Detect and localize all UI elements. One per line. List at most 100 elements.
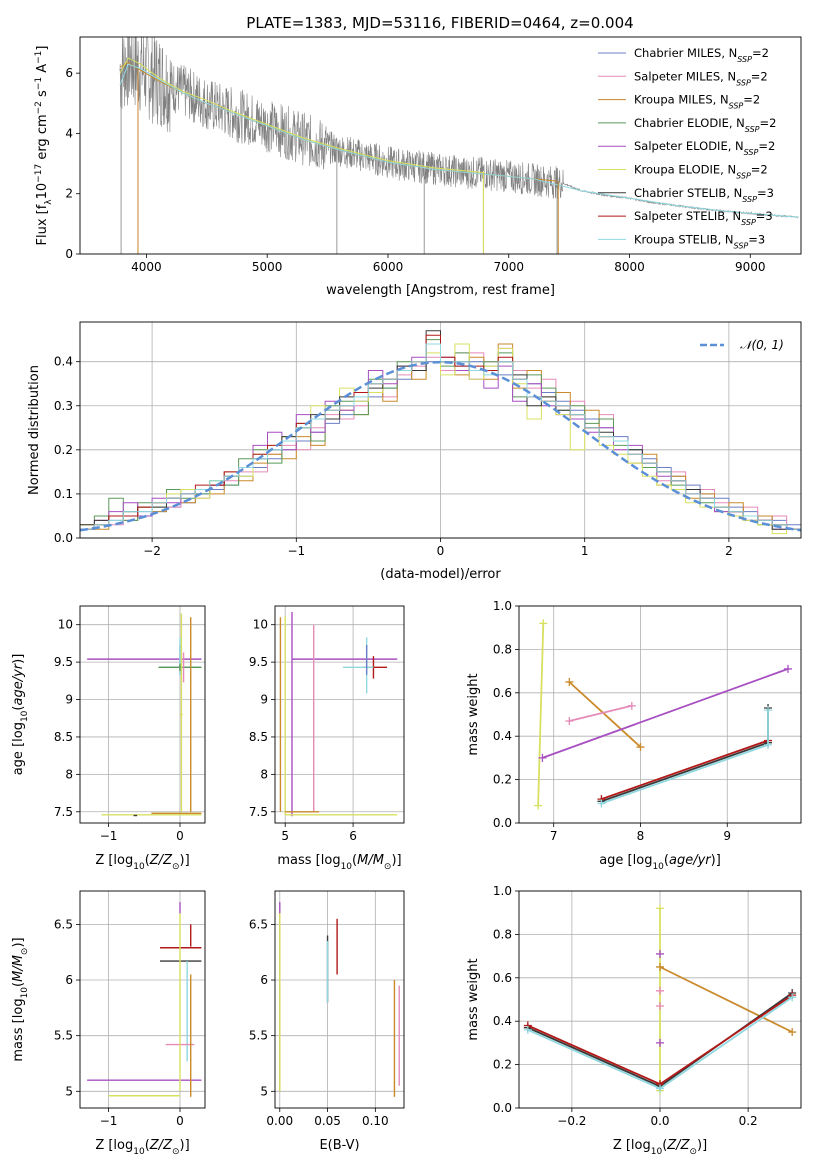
legend-label: Kroupa STELIB, NSSP=3 (634, 232, 765, 250)
weight-marker (539, 619, 548, 628)
y-tick-label: 10 (253, 618, 268, 632)
x-tick-label: −0.2 (557, 1114, 586, 1128)
legend-label-suffix: =2 (752, 46, 769, 60)
axes-frame (274, 605, 405, 824)
plot-area (87, 902, 202, 1097)
x-axis-label: E(B-V) (319, 1138, 359, 1153)
weight-marker (788, 1028, 797, 1037)
x-tick-label: 5000 (252, 260, 283, 274)
legend-label: 𝒩(0, 1) (740, 338, 784, 352)
plot-area (87, 613, 202, 817)
legend-label: Chabrier STELIB, NSSP=3 (634, 186, 774, 204)
y-tick-label: 8 (65, 767, 73, 781)
weight-marker (764, 740, 773, 749)
legend: Chabrier MILES, NSSP=2 Salpeter MILES, NS… (598, 46, 776, 250)
panel-weight_vs_age: 7 8 9 0.0 0.2 0.4 0.6 0.8 1.0 age [log10(age/yr)]… (466, 599, 802, 872)
weight-line (659, 966, 793, 1033)
x-tick-label: 9 (723, 829, 731, 843)
x-tick-label: 0.00 (266, 1114, 293, 1128)
weight-line (542, 668, 789, 759)
weight-marker (565, 717, 574, 726)
weight-marker (783, 664, 792, 673)
y-tick-label: 0 (65, 247, 73, 261)
legend-label-sub: SSP (736, 171, 751, 180)
plot-area (534, 619, 792, 810)
legend-label: Kroupa MILES, NSSP=2 (634, 93, 760, 111)
y-tick-label: 6 (260, 973, 268, 987)
x-tick-label: −1 (100, 829, 118, 843)
legend-label: Chabrier MILES, NSSP=2 (634, 46, 769, 64)
legend-label: Chabrier ELODIE, NSSP=2 (634, 116, 776, 133)
x-tick-label: −1 (287, 544, 305, 558)
y-tick-label: 0.2 (54, 443, 73, 457)
legend-label-sub: SSP (737, 55, 752, 64)
y-tick-label: 7.5 (249, 805, 268, 819)
x-axis-label: Z [log10(Z/Z⊙)] (613, 1138, 707, 1157)
panel-age_vs_mass: 5 6 7.5 8 8.5 9 9.5 10 mass [log10(M/M⊙)] (249, 605, 405, 872)
weight-marker (597, 799, 606, 808)
legend-label-text: Salpeter STELIB, N (634, 209, 741, 223)
grid (80, 891, 205, 1108)
legend-label: Salpeter ELODIE, NSSP=2 (634, 139, 775, 157)
panel-mass_vs_ebv: 0.00 0.05 0.10 5 5.5 6 6.5 (249, 890, 405, 1128)
y-tick-label: 0.8 (493, 642, 512, 656)
y-tick-label: 6 (65, 66, 73, 80)
panel-age_vs_Z: −1 0 7.5 8 8.5 9 9.5 10 Z [log10(Z/Z⊙)] age [log1… (11, 605, 206, 872)
model-series-line (119, 63, 799, 218)
weight-marker (565, 677, 574, 686)
x-axis-label: wavelength [Angstrom, rest frame] (326, 283, 555, 298)
y-tick-label: 0.0 (54, 531, 73, 545)
y-tick-label: 0.1 (54, 487, 73, 501)
errorbar-point (284, 616, 398, 816)
legend-label-text: Chabrier ELODIE, N (634, 116, 745, 130)
legend-label-suffix: =2 (758, 139, 775, 153)
x-tick-label: 6 (349, 829, 357, 843)
x-tick-label: 1 (581, 544, 589, 558)
legend-label: Salpeter STELIB, NSSP=3 (634, 209, 773, 227)
x-axis-label: Z [log10(Z/Z⊙)] (95, 1138, 189, 1157)
y-tick-label: 0.2 (493, 1058, 512, 1072)
legend-label-sub: SSP (745, 124, 760, 133)
x-tick-label: 0.05 (314, 1114, 341, 1128)
y-tick-label: 5 (260, 1084, 268, 1098)
y-tick-label: 9 (65, 693, 73, 707)
legend-label-suffix: =2 (751, 163, 768, 177)
y-tick-label: 0.6 (493, 686, 512, 700)
normal-curve (80, 360, 801, 532)
x-tick-label: 2 (725, 544, 733, 558)
plot-area (279, 902, 400, 1097)
weight-line (569, 704, 633, 722)
legend-label-sub: SSP (741, 218, 756, 227)
legend-label-suffix: =2 (743, 93, 760, 107)
grid (275, 891, 404, 1108)
x-tick-label: 8000 (614, 260, 645, 274)
weight-line (537, 623, 545, 806)
y-tick-label: 8.5 (249, 730, 268, 744)
y-tick-label: 6 (65, 973, 73, 987)
grid (80, 606, 205, 823)
y-tick-label: 9.5 (54, 655, 73, 669)
x-tick-label: 0 (176, 1114, 184, 1128)
y-tick-label: 0.3 (54, 399, 73, 413)
legend-label-text: Kroupa ELODIE, N (634, 163, 736, 177)
plot-area (119, 37, 799, 254)
y-tick-label: 6.5 (249, 917, 268, 931)
y-tick-label: 0.2 (493, 773, 512, 787)
y-tick-label: 2 (65, 187, 73, 201)
plot-area (523, 904, 797, 1095)
plot-area (80, 330, 801, 535)
y-tick-label: 1.0 (493, 599, 512, 613)
axes-frame (79, 321, 802, 539)
errorbar-point (158, 663, 202, 672)
panel-residuals: −2 −1 0 1 2 0.0 0.1 0.2 0.3 0.4 𝒩(0, 1) (data-model… (27, 321, 802, 582)
legend-label: Salpeter MILES, NSSP=2 (634, 69, 768, 87)
x-tick-label: −1 (100, 1114, 118, 1128)
axes-frame (518, 890, 802, 1109)
legend-label-suffix: =3 (757, 186, 774, 200)
legend-label-sub: SSP (742, 194, 757, 203)
legend-label-text: Kroupa MILES, N (634, 93, 729, 107)
histogram-step (80, 343, 801, 535)
legend-label-text: Salpeter ELODIE, N (634, 139, 744, 153)
y-axis-label: age [log10(age/yr)] (11, 654, 30, 776)
